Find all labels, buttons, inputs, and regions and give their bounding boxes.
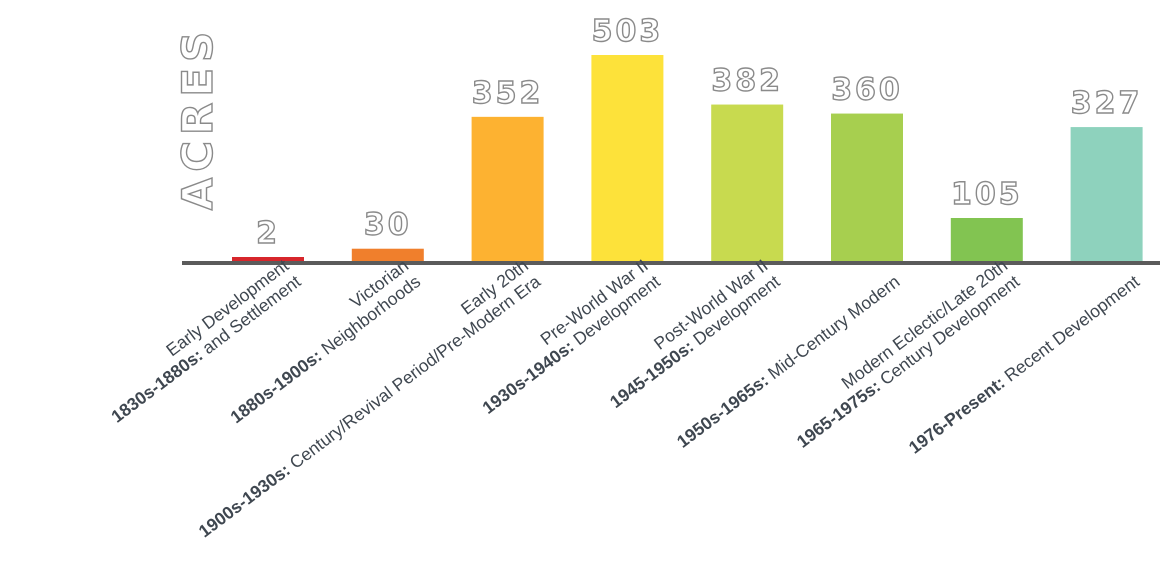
y-axis-label: ACRES — [173, 26, 222, 211]
category-era: 1880s-1900s: — [226, 346, 325, 428]
category-era: 1945-1950s: — [606, 336, 697, 412]
bar-2 — [351, 248, 424, 261]
value-label-4: 503 — [592, 14, 664, 49]
value-label-5: 382 — [711, 64, 783, 99]
category-era: 1830s-1880s: — [107, 345, 206, 427]
value-label-6: 360 — [831, 73, 903, 108]
value-labels: 2 30 352 503 382 360 105 327 — [255, 13, 1143, 251]
category-label-7: Modern Eclectic/Late 20th1965-1975s: Cen… — [781, 255, 1024, 452]
bar-1 — [232, 257, 304, 261]
bar-7 — [950, 217, 1023, 261]
category-era: 1950s-1965s: — [673, 370, 772, 452]
value-label-8: 327 — [1071, 86, 1143, 121]
bars — [232, 55, 1143, 262]
category-era: 1930s-1940s: — [478, 336, 577, 418]
category-description: Modern Eclectic/Late 20th — [838, 255, 1012, 393]
value-label-3: 352 — [472, 76, 544, 111]
category-era: 1965-1975s: — [793, 376, 884, 452]
value-label-7: 105 — [951, 177, 1023, 212]
category-description: Recent Development — [1000, 271, 1143, 385]
category-era: 1900s-1930s: — [195, 460, 294, 542]
category-description: Century/Revival Period/Pre-Modern Era — [286, 271, 544, 473]
bar-5 — [711, 104, 784, 261]
bar-8 — [1070, 127, 1143, 261]
value-label-1: 2 — [256, 216, 280, 251]
value-label-2: 30 — [364, 208, 412, 243]
bar-3 — [471, 116, 544, 261]
category-labels: Early Development1830s-1880s: and Settle… — [107, 255, 1143, 542]
bar-4 — [591, 55, 664, 261]
category-era: 1976-Present: — [905, 373, 1009, 458]
bar-6 — [831, 113, 903, 262]
